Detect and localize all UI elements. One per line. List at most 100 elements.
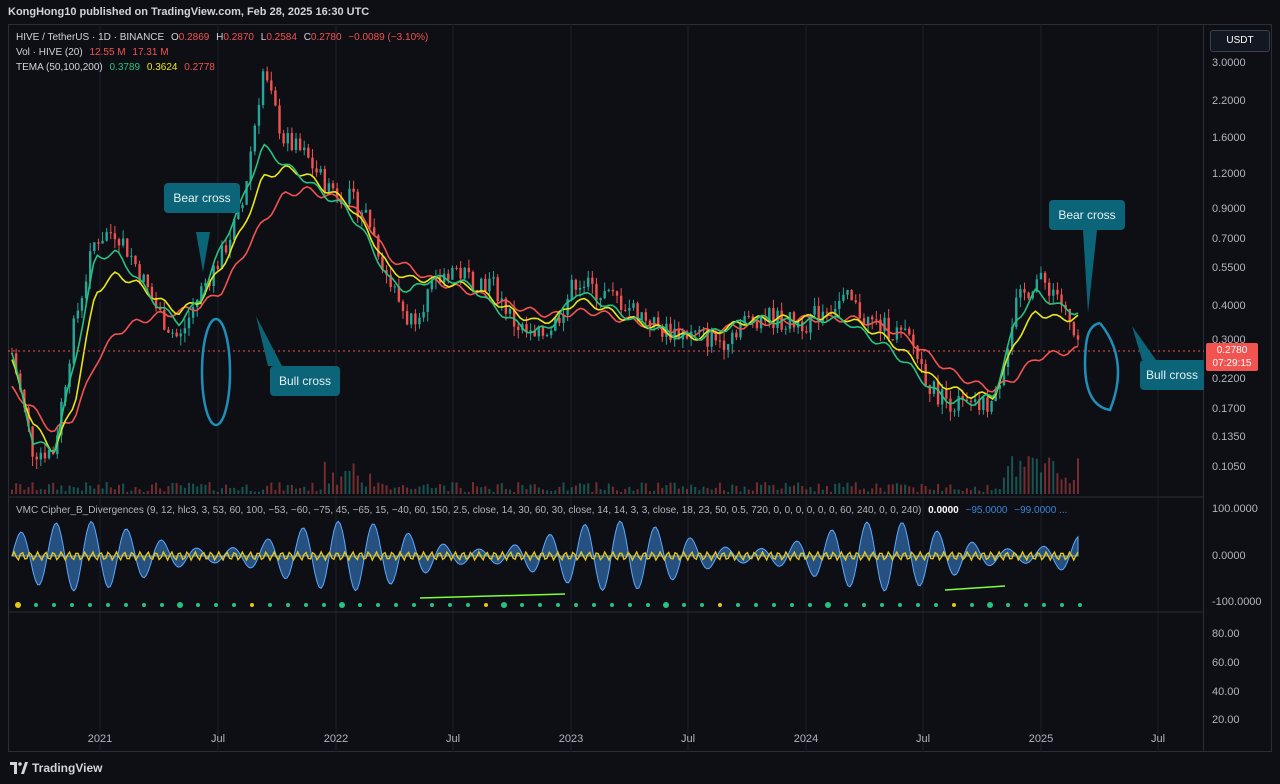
candle-body bbox=[978, 399, 981, 410]
volume-bar bbox=[183, 487, 186, 494]
candle-body bbox=[706, 329, 709, 347]
volume-bar bbox=[1002, 477, 1005, 494]
volume-bar bbox=[233, 487, 236, 494]
volume-bar bbox=[706, 487, 709, 494]
candle-body bbox=[138, 264, 141, 282]
volume-bar bbox=[1031, 457, 1034, 494]
candle-body bbox=[1060, 294, 1063, 305]
volume-bar bbox=[484, 486, 487, 494]
volume-bar bbox=[673, 482, 676, 494]
volume-bar bbox=[978, 490, 981, 494]
signal-dot bbox=[322, 603, 326, 607]
candle-body bbox=[484, 278, 487, 292]
volume-bar bbox=[171, 482, 174, 494]
tradingview-brand[interactable]: TradingView bbox=[32, 761, 103, 775]
candle-body bbox=[549, 330, 553, 336]
time-tick: Jul bbox=[1150, 733, 1166, 745]
candle-body bbox=[27, 407, 30, 427]
candle-body bbox=[755, 321, 759, 329]
tradingview-logo-icon[interactable] bbox=[10, 762, 28, 774]
volume-bar bbox=[834, 483, 837, 494]
time-tick: 2022 bbox=[323, 733, 349, 745]
volume-bar bbox=[97, 484, 100, 494]
tema-value-3: 0.2778 bbox=[184, 62, 215, 73]
candle-body bbox=[253, 125, 257, 152]
candle-body bbox=[838, 300, 841, 309]
volume-bar bbox=[266, 485, 269, 494]
candle-body bbox=[430, 280, 434, 290]
volume-bar bbox=[681, 486, 684, 494]
bear-cross-callout[interactable]: Bear cross bbox=[1049, 200, 1125, 230]
volume-bar bbox=[1056, 473, 1059, 494]
volume-bar bbox=[628, 486, 631, 494]
candle-body bbox=[331, 183, 335, 189]
candle-body bbox=[237, 208, 240, 220]
volume-bar bbox=[813, 491, 816, 494]
volume-bars bbox=[11, 456, 1079, 494]
candle-body bbox=[290, 133, 294, 150]
volume-bar bbox=[607, 483, 610, 494]
volume-bar bbox=[677, 488, 680, 494]
candle-body bbox=[84, 281, 88, 299]
volume-bar bbox=[558, 486, 561, 494]
volume-bar bbox=[175, 483, 178, 494]
volume-bar bbox=[192, 483, 195, 494]
volume-bar bbox=[788, 486, 791, 494]
oscillator-label: VMC Cipher_B_Divergences (9, 12, hlc3, 3… bbox=[16, 505, 922, 516]
candle-body bbox=[1023, 289, 1026, 293]
bull-cross-callout[interactable]: Bull cross bbox=[1140, 360, 1204, 390]
tema-100-line bbox=[11, 164, 1079, 453]
candle-body bbox=[866, 316, 870, 325]
currency-button[interactable]: USDT bbox=[1210, 30, 1270, 52]
candle-body bbox=[294, 138, 298, 150]
volume-bar bbox=[755, 482, 758, 494]
volume-bar bbox=[685, 489, 688, 494]
candle-body bbox=[747, 315, 750, 317]
symbol-legend[interactable]: HIVE / TetherUS · 1D · BINANCE O0.2869 H… bbox=[16, 32, 428, 43]
oscillator-legend[interactable]: VMC Cipher_B_Divergences (9, 12, hlc3, 3… bbox=[16, 505, 1067, 516]
candle-body bbox=[475, 290, 479, 292]
candle-body bbox=[636, 303, 639, 320]
rsi-tick: 60.00 bbox=[1212, 657, 1240, 669]
bear-cross-callout[interactable]: Bear cross bbox=[164, 183, 240, 213]
tema-legend[interactable]: TEMA (50,100,200) 0.3789 0.3624 0.2778 bbox=[16, 62, 215, 73]
volume-bar bbox=[142, 491, 145, 494]
price-tick: 1.2000 bbox=[1212, 168, 1246, 180]
volume-legend[interactable]: Vol · HIVE (20) 12.55 M 17.31 M bbox=[16, 47, 169, 58]
candle-body bbox=[377, 235, 380, 257]
volume-bar bbox=[434, 487, 437, 494]
volume-bar bbox=[574, 485, 577, 494]
bar-countdown: 07:29:15 bbox=[1212, 358, 1252, 369]
candle-body bbox=[1043, 272, 1047, 283]
candle-body bbox=[805, 331, 808, 333]
candle-body bbox=[471, 272, 475, 291]
candle-body bbox=[298, 138, 302, 151]
volume-bar bbox=[385, 485, 388, 494]
volume-bar bbox=[974, 486, 977, 494]
candle-body bbox=[1010, 326, 1014, 350]
bull-cross-callout[interactable]: Bull cross bbox=[270, 366, 340, 396]
money-flow-line bbox=[11, 550, 1079, 562]
candle-body bbox=[315, 168, 318, 173]
time-tick: Jul bbox=[445, 733, 461, 745]
signal-dot bbox=[250, 603, 254, 607]
volume-bar bbox=[694, 486, 697, 494]
price-scale-pane[interactable] bbox=[1204, 24, 1272, 752]
candle-body bbox=[731, 332, 734, 345]
volume-bar bbox=[208, 482, 211, 494]
volume-bar bbox=[541, 489, 544, 494]
volume-bar bbox=[360, 482, 363, 494]
candle-body bbox=[191, 307, 195, 318]
volume-bar bbox=[858, 489, 861, 494]
volume-bar bbox=[554, 490, 557, 494]
volume-bar bbox=[949, 484, 952, 494]
volume-bar bbox=[332, 472, 335, 494]
volume-bar bbox=[570, 487, 573, 494]
candle-body bbox=[1056, 289, 1059, 295]
volume-bar bbox=[636, 489, 639, 494]
volume-bar bbox=[669, 482, 672, 494]
open-value: 0.2869 bbox=[178, 32, 210, 43]
candle-body bbox=[97, 242, 100, 244]
candle-body bbox=[463, 267, 466, 279]
